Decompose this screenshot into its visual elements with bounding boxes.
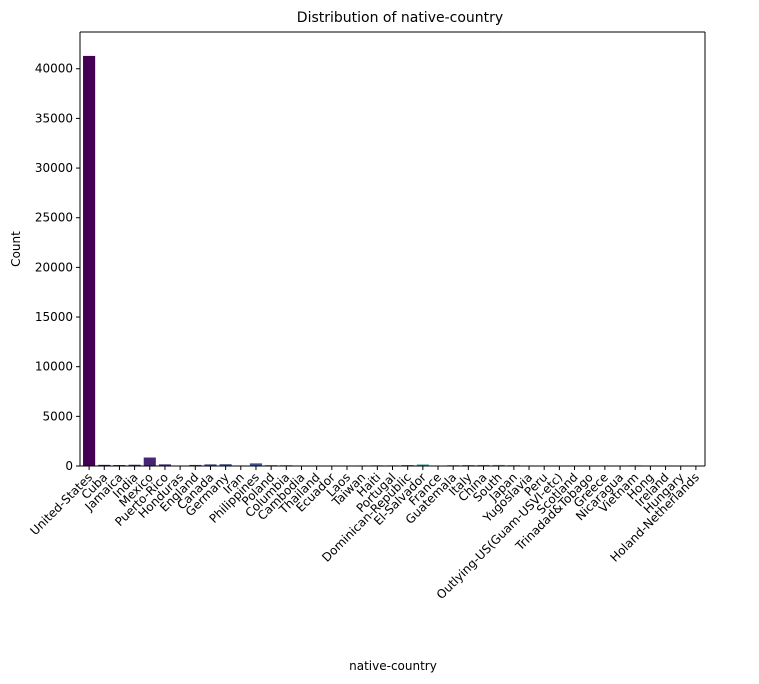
y-tick-label: 10000 (35, 360, 73, 374)
x-axis: United-StatesCubaJamaicaIndiaMexicoPuert… (27, 466, 702, 602)
bar-germany (219, 464, 232, 466)
bar-canada (204, 464, 217, 466)
bar-india (128, 464, 141, 466)
bar-philippines (249, 463, 263, 466)
y-tick-label: 35000 (35, 111, 73, 125)
y-tick-label: 15000 (35, 310, 73, 324)
bar-el-salvador (416, 464, 429, 466)
y-tick-label: 0 (65, 459, 73, 473)
y-axis: 0 5000 10000 15000 20000 25000 30000 35000 40000 (35, 62, 80, 473)
bar-south (492, 464, 505, 466)
bar-china (477, 464, 490, 466)
y-tick-label: 30000 (35, 161, 73, 175)
bar-england (189, 464, 202, 466)
bar-puerto-rico (158, 464, 172, 466)
y-tick-label: 5000 (42, 409, 73, 423)
y-tick-label: 25000 (35, 211, 73, 225)
x-axis-label: native-country (349, 659, 437, 673)
bar-mexico (143, 457, 156, 466)
y-axis-label: Count (9, 231, 23, 267)
y-tick-label: 40000 (35, 62, 73, 76)
chart-title: Distribution of native-country (297, 10, 503, 26)
y-tick-label: 20000 (35, 260, 73, 274)
bars-group (83, 55, 702, 466)
bar-united-states (83, 55, 96, 466)
bar-cuba (98, 464, 111, 466)
